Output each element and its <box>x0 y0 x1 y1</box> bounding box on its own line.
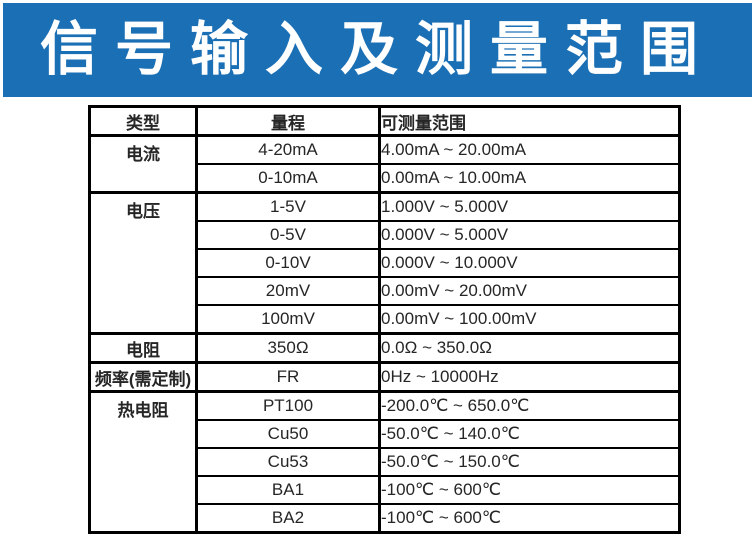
table-row: BA1 -100℃ ~ 600℃ <box>90 475 681 505</box>
table-row: 0-5V 0.000V ~ 5.000V <box>90 220 681 250</box>
type-cell-frequency: 频率(需定制) <box>88 361 198 393</box>
range-cell: 350Ω <box>195 332 381 364</box>
table-header-row: 类型 量程 可测量范围 <box>88 105 681 137</box>
type-cell-rtd: 热电阻 <box>88 390 198 534</box>
range-cell: 0-10V <box>195 248 381 278</box>
range-cell: 20mV <box>195 276 381 306</box>
range-cell: Cu50 <box>195 419 381 449</box>
table-row: BA2 -100℃ ~ 600℃ <box>90 503 681 534</box>
table-row: Cu50 -50.0℃ ~ 140.0℃ <box>90 419 681 449</box>
range-cell: 1-5V <box>195 191 381 222</box>
range-cell: BA2 <box>195 503 381 534</box>
range-cell: 100mV <box>195 304 381 335</box>
table-row: 100mV 0.00mV ~ 100.00mV <box>90 304 681 335</box>
type-cell-current: 电流 <box>88 134 198 194</box>
measurable-cell: 0.00mV ~ 100.00mV <box>378 304 681 335</box>
table-row: 频率(需定制) FR 0Hz ~ 10000Hz <box>88 361 681 393</box>
measurable-cell: 0.00mA ~ 10.00mA <box>378 163 681 194</box>
range-cell: 0-10mA <box>195 163 381 194</box>
type-cell-voltage: 电压 <box>88 191 198 335</box>
table-row: 20mV 0.00mV ~ 20.00mV <box>90 276 681 306</box>
measurable-cell: 0Hz ~ 10000Hz <box>378 361 681 393</box>
measurable-cell: 1.000V ~ 5.000V <box>378 191 681 222</box>
table-row: 0-10mA 0.00mA ~ 10.00mA <box>90 163 681 194</box>
column-header-type: 类型 <box>88 105 198 137</box>
range-cell: 4-20mA <box>195 134 381 165</box>
range-cell: Cu53 <box>195 447 381 477</box>
measurable-cell: 0.000V ~ 10.000V <box>378 248 681 278</box>
measurable-cell: 0.00mV ~ 20.00mV <box>378 276 681 306</box>
measurable-cell: 0.000V ~ 5.000V <box>378 220 681 250</box>
table-row: 电流 4-20mA 4.00mA ~ 20.00mA <box>88 134 681 194</box>
range-cell: 0-5V <box>195 220 381 250</box>
table-row: 0-10V 0.000V ~ 10.000V <box>90 248 681 278</box>
column-header-range: 量程 <box>195 105 381 137</box>
measurable-cell: -100℃ ~ 600℃ <box>378 475 681 505</box>
measurable-cell: -100℃ ~ 600℃ <box>378 503 681 534</box>
type-cell-resistance: 电阻 <box>88 332 198 364</box>
range-cell: BA1 <box>195 475 381 505</box>
table-row: Cu53 -50.0℃ ~ 150.0℃ <box>90 447 681 477</box>
range-cell: FR <box>195 361 381 393</box>
table-row: 电阻 350Ω 0.0Ω ~ 350.0Ω <box>88 332 681 364</box>
measurable-cell: -200.0℃ ~ 650.0℃ <box>378 390 681 421</box>
table-row: 电压 1-5V 1.000V ~ 5.000V <box>88 191 681 335</box>
measurable-cell: 4.00mA ~ 20.00mA <box>378 134 681 165</box>
measurable-cell: 0.0Ω ~ 350.0Ω <box>378 332 681 364</box>
column-header-measurable: 可测量范围 <box>378 105 681 137</box>
measurable-cell: -50.0℃ ~ 140.0℃ <box>378 419 681 449</box>
page-title: 信号输入及测量范围 <box>39 17 715 82</box>
table-row: 热电阻 PT100 -200.0℃ ~ 650.0℃ <box>88 390 681 534</box>
range-cell: PT100 <box>195 390 381 421</box>
title-banner: 信号输入及测量范围 <box>3 3 752 97</box>
signal-range-table: 类型 量程 可测量范围 电流 4-20mA 4.00mA ~ 20.00mA 0… <box>88 105 681 534</box>
measurable-cell: -50.0℃ ~ 150.0℃ <box>378 447 681 477</box>
